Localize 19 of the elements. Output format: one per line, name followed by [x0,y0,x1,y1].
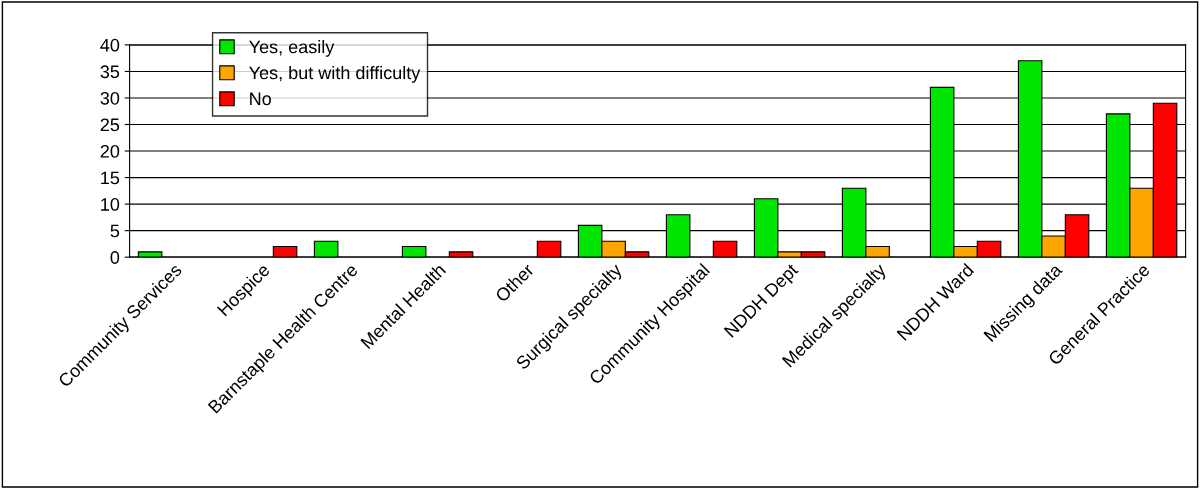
bar [313,240,339,258]
y-tick-label: 30 [100,91,120,105]
legend-label: Yes, but with difficulty [249,65,421,83]
y-tick-label: 5 [110,224,120,238]
y-tick-label: 0 [110,251,120,264]
legend-label: No [250,92,271,106]
legend-label: Yes, easily [249,40,335,57]
y-tick-label: 35 [100,65,120,79]
bar [272,246,298,258]
y-tick-label: 40 [100,38,120,52]
bar [401,246,427,258]
y-tick-label: 20 [100,144,120,158]
y-tick-label: 10 [101,198,120,211]
bar [137,251,163,258]
bar [448,251,474,258]
bar [536,240,562,258]
y-tick-label: 15 [101,171,120,185]
bar [712,240,738,258]
y-tick-label: 25 [100,118,120,132]
